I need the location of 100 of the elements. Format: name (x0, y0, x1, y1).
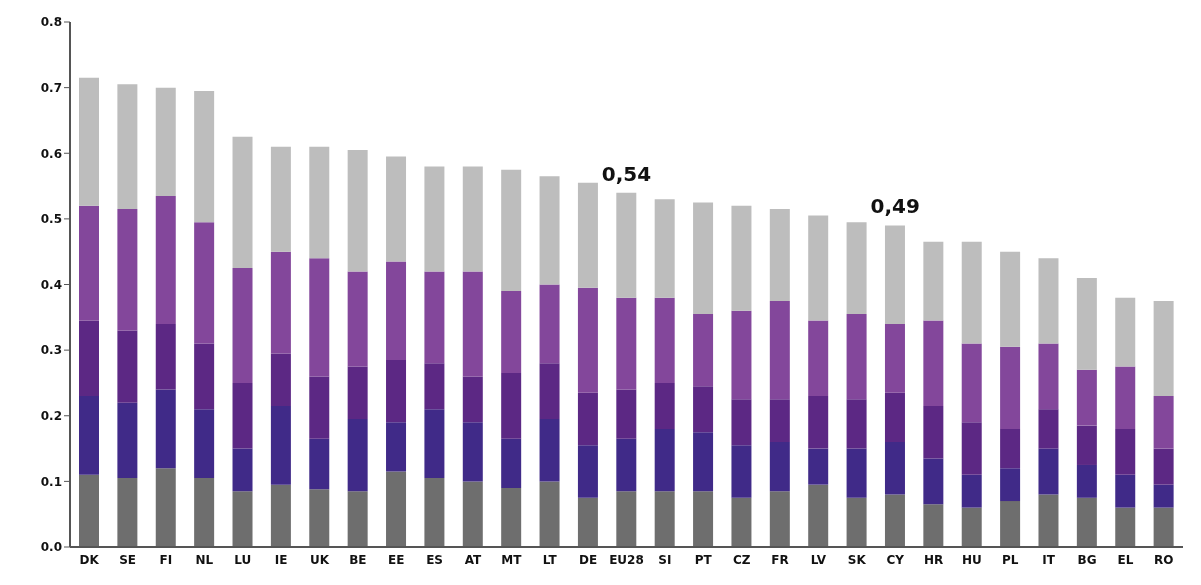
bar (155, 195, 176, 324)
bar (1115, 366, 1136, 429)
x-tick-label: IE (274, 552, 288, 567)
bar (155, 323, 176, 390)
y-tick-label: 0.6 (40, 146, 62, 161)
bar (1000, 251, 1021, 347)
bar (1153, 484, 1174, 508)
bar (194, 90, 215, 223)
bar (539, 284, 560, 364)
x-tick-label: EE (388, 552, 405, 567)
bar (693, 491, 714, 547)
annotation: 0,54 (601, 161, 652, 186)
bar (232, 448, 253, 492)
x-tick-label: SK (847, 552, 867, 567)
bar (424, 363, 445, 410)
bar (309, 489, 330, 547)
x-tick-label: HU (962, 552, 982, 567)
bar (654, 199, 675, 298)
bar (1115, 507, 1136, 547)
y-tick-label: 0.4 (40, 277, 62, 292)
bar (347, 419, 368, 492)
x-tick-label: BG (1077, 552, 1097, 567)
bar (731, 497, 752, 547)
x-tick-label: FR (771, 552, 789, 567)
bar (1076, 425, 1097, 465)
bar (347, 271, 368, 367)
bar (501, 438, 522, 488)
bar (693, 432, 714, 492)
bar (309, 438, 330, 490)
x-tick-label: IT (1042, 552, 1056, 567)
bar (616, 491, 637, 547)
bar (194, 343, 215, 410)
bar (961, 474, 982, 508)
bar (117, 478, 138, 547)
x-tick-label: HR (923, 552, 944, 567)
bar (616, 297, 637, 390)
bar (654, 382, 675, 429)
bar (846, 497, 867, 547)
bar (501, 291, 522, 374)
bar (386, 359, 407, 423)
x-tick-label: NL (195, 552, 214, 567)
bar (539, 419, 560, 482)
bar (961, 422, 982, 475)
bar (194, 478, 215, 547)
bar (501, 487, 522, 547)
bar (232, 136, 253, 269)
x-tick-label: FI (159, 552, 173, 567)
bar (270, 405, 291, 485)
y-tick-label: 0.3 (40, 343, 62, 358)
bar (654, 297, 675, 383)
y-tick-label: 0.7 (40, 80, 62, 95)
bar (117, 330, 138, 403)
x-tick-label: CY (886, 552, 905, 567)
bar (1038, 343, 1059, 410)
bar (1153, 396, 1174, 449)
x-tick-label: LV (810, 552, 827, 567)
bar (117, 84, 138, 210)
bar (309, 146, 330, 259)
bar (462, 422, 483, 482)
bar (769, 300, 790, 400)
bar (577, 497, 598, 547)
bar (1000, 501, 1021, 547)
y-tick-label: 0.8 (40, 15, 62, 30)
bar (79, 320, 99, 397)
bar (769, 491, 790, 547)
bar (462, 481, 483, 547)
bar (769, 442, 790, 492)
x-tick-label: BE (349, 552, 367, 567)
bar (424, 478, 445, 547)
bar (616, 438, 637, 492)
bar (654, 491, 675, 547)
bar (808, 484, 829, 547)
x-tick-label: AT (464, 552, 483, 567)
bar (79, 396, 99, 475)
bar (1153, 300, 1174, 397)
bar (79, 205, 99, 321)
y-tick-label: 0.1 (40, 474, 62, 489)
bar (1115, 474, 1136, 508)
bar (731, 399, 752, 446)
bar (923, 241, 944, 321)
bar (539, 176, 560, 285)
bar (1000, 428, 1021, 469)
y-tick-label: 0.0 (40, 540, 62, 555)
annotation: 0,49 (870, 194, 920, 219)
bar (155, 468, 176, 547)
bar (386, 261, 407, 360)
bar (846, 314, 867, 400)
bar (539, 481, 560, 547)
bar (1076, 369, 1097, 426)
bar (501, 373, 522, 439)
bar (693, 202, 714, 315)
bar (1076, 277, 1097, 370)
bar (155, 389, 176, 469)
bar (731, 445, 752, 498)
bar (501, 169, 522, 292)
bar (270, 146, 291, 252)
bar (309, 376, 330, 439)
bar (194, 409, 215, 479)
bar (347, 491, 368, 547)
y-tick-label: 0.5 (40, 212, 62, 227)
